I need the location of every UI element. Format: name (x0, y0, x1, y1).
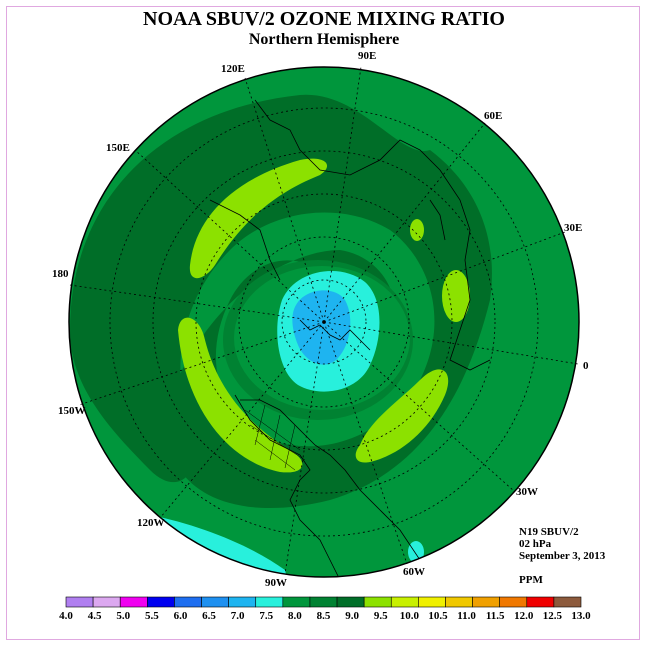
colorbar-swatch (526, 596, 555, 608)
field-blob-9-5-small (442, 270, 470, 322)
lon-label-30w: 30W (516, 486, 538, 498)
pressure-level-label: 02 hPa (519, 538, 552, 550)
colorbar-tick-label: 5.0 (116, 610, 131, 622)
colorbar-tick-label: 11.0 (457, 610, 476, 622)
colorbar-swatch (228, 596, 257, 608)
colorbar-tick-label: 7.0 (230, 610, 245, 622)
colorbar-tick-label: 4.0 (59, 610, 73, 622)
colorbar-swatch (445, 596, 473, 608)
map-border (68, 66, 580, 578)
lon-label-180: 180 (52, 268, 69, 280)
colorbar-swatch (255, 596, 284, 608)
colorbar-tick-label: 6.5 (202, 610, 216, 622)
field-blob-9-5-upper (189, 158, 328, 279)
colorbar-tick-label: 13.0 (571, 610, 591, 622)
colorbar-swatch (174, 596, 202, 608)
colorbar-swatch (418, 596, 446, 608)
field-blob-9-5-right (355, 369, 449, 463)
colorbar-tick-label: 6.0 (173, 610, 188, 622)
field-band-9-0 (70, 94, 492, 509)
colorbar-tick-label: 10.0 (399, 610, 419, 622)
instrument-label: N19 SBUV/2 (519, 526, 579, 538)
colorbar-swatch (336, 596, 365, 608)
field-core-7-0 (292, 290, 351, 365)
colorbar-tick-label: 7.5 (259, 610, 274, 622)
colorbar-swatch (92, 596, 121, 608)
colorbar-swatch (119, 596, 148, 608)
lon-label-0: 0 (583, 360, 589, 372)
colorbar-tick-label: 9.0 (345, 610, 359, 622)
lon-label-120e: 120E (221, 63, 245, 75)
colorbar-swatch (390, 596, 419, 608)
plot-frame (6, 6, 640, 640)
colorbar-tick-label: 10.5 (428, 610, 448, 622)
colorbar-swatch (472, 596, 500, 608)
lon-label-150e: 150E (106, 142, 130, 154)
colorbar-swatch (309, 596, 338, 608)
colorbar-swatch (363, 596, 392, 608)
lon-label-90w: 90W (265, 577, 287, 589)
colorbar-tick-label: 4.5 (87, 610, 102, 622)
lon-label-90e: 90E (358, 50, 377, 62)
colorbar-tick-label: 9.5 (373, 610, 388, 622)
colorbar-swatch (201, 596, 229, 608)
date-label: September 3, 2013 (519, 550, 606, 562)
field-blob-9-5-tiny (410, 219, 424, 241)
page-subtitle: Northern Hemisphere (248, 31, 400, 48)
colorbar-tick-label: 11.5 (485, 610, 505, 622)
units-label: PPM (519, 574, 543, 586)
colorbar-tick-label: 12.5 (542, 610, 562, 622)
colorbar-swatch (499, 596, 528, 608)
state-lines (244, 404, 306, 471)
page-title: NOAA SBUV/2 OZONE MIXING RATIO (143, 8, 505, 30)
colorbar-tick-label: 8.5 (316, 610, 331, 622)
lon-label-60w: 60W (403, 566, 425, 578)
colorbar-swatch (65, 596, 94, 608)
colorbar-swatch (553, 596, 582, 608)
field-blob-9-5-left (178, 317, 303, 473)
lon-label-60e: 60E (484, 110, 503, 122)
colorbar-swatch (282, 596, 311, 608)
colorbar-tick-label: 8.0 (288, 610, 302, 622)
graticule (69, 66, 579, 575)
lon-label-150w: 150W (58, 405, 86, 417)
colorbar-tick-label: 12.0 (514, 610, 534, 622)
colorbar-swatch (147, 596, 175, 608)
colorbar-tick-label: 5.5 (144, 610, 159, 622)
lon-label-30e: 30E (564, 222, 583, 234)
lon-label-120w: 120W (137, 517, 165, 529)
